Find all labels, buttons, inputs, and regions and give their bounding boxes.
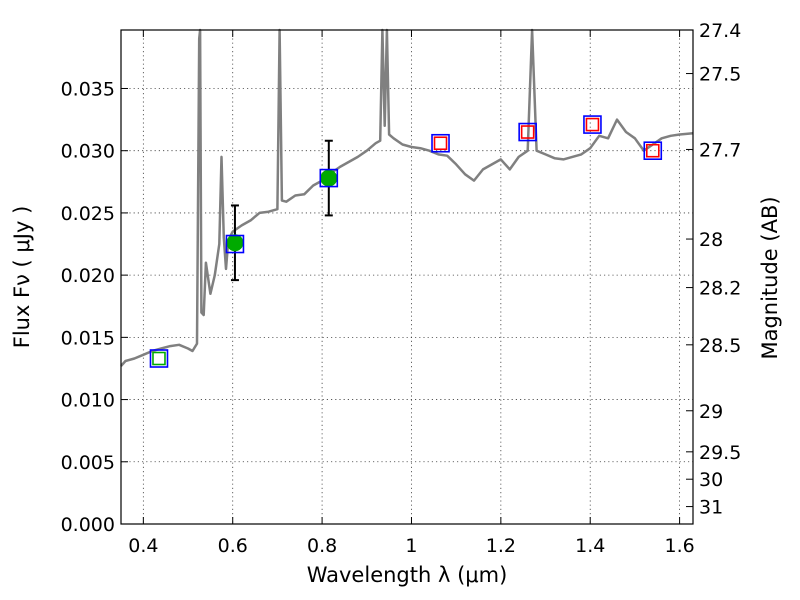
y-tick-label: 0.035 [61, 78, 115, 100]
ticks [121, 29, 693, 525]
x-axis-title: Wavelength λ (μm) [307, 563, 508, 587]
square-marker [225, 234, 245, 254]
x-tick-label: 0.8 [307, 535, 337, 557]
mag-tick-label: 29 [699, 401, 723, 423]
mag-tick-label: 28 [699, 229, 723, 251]
mag-tick-label: 31 [699, 497, 723, 519]
square-marker [520, 125, 535, 139]
data-point [226, 234, 244, 252]
y-tick-label: 0.020 [61, 265, 115, 287]
x-tick-label: 1.6 [664, 535, 694, 557]
y-axis-title: Flux Fν ( μJy ) [10, 206, 34, 349]
mag-tick-label: 27.5 [699, 64, 741, 86]
y-tick-label: 0.000 [61, 514, 115, 536]
spectrum-line [120, 28, 694, 367]
x-tick-label: 0.4 [128, 535, 158, 557]
square-marker [319, 168, 339, 188]
y-tick-label: 0.005 [61, 452, 115, 474]
data-point [320, 169, 338, 187]
square-marker [518, 122, 537, 142]
mag-tick-label: 28.5 [699, 335, 741, 357]
mag-tick-label: 30 [699, 469, 723, 491]
x-tick-label: 1.4 [575, 535, 605, 557]
mag-tick-label: 27.7 [699, 139, 741, 161]
square-marker [152, 351, 166, 366]
markers [149, 115, 663, 368]
square-marker [645, 143, 660, 158]
square-marker [583, 115, 602, 134]
square-marker [585, 117, 600, 132]
mag-tick-label: 28.2 [699, 278, 741, 300]
square-marker [149, 349, 169, 368]
y-tick-label: 0.015 [61, 327, 115, 349]
y-tick-label: 0.030 [61, 141, 115, 163]
right-axis-title: Magnitude (AB) [758, 196, 782, 359]
square-marker [433, 136, 448, 151]
square-marker [431, 133, 450, 153]
y-tick-label: 0.010 [61, 390, 115, 412]
square-marker [643, 141, 663, 161]
series-layer [120, 28, 694, 367]
y-tick-label: 0.025 [61, 203, 115, 225]
mag-tick-label: 27.4 [699, 20, 741, 42]
mag-tick-label: 29.5 [699, 442, 741, 464]
plot-frame [120, 29, 694, 525]
tick-labels: 0.4 0.6 0.8 1 1.2 1.4 1.6 0.000 0.005 0.010 0.015 0… [61, 20, 742, 557]
x-tick-label: 0.6 [218, 535, 248, 557]
x-tick-label: 1.2 [486, 535, 516, 557]
x-tick-label: 1 [405, 535, 417, 557]
